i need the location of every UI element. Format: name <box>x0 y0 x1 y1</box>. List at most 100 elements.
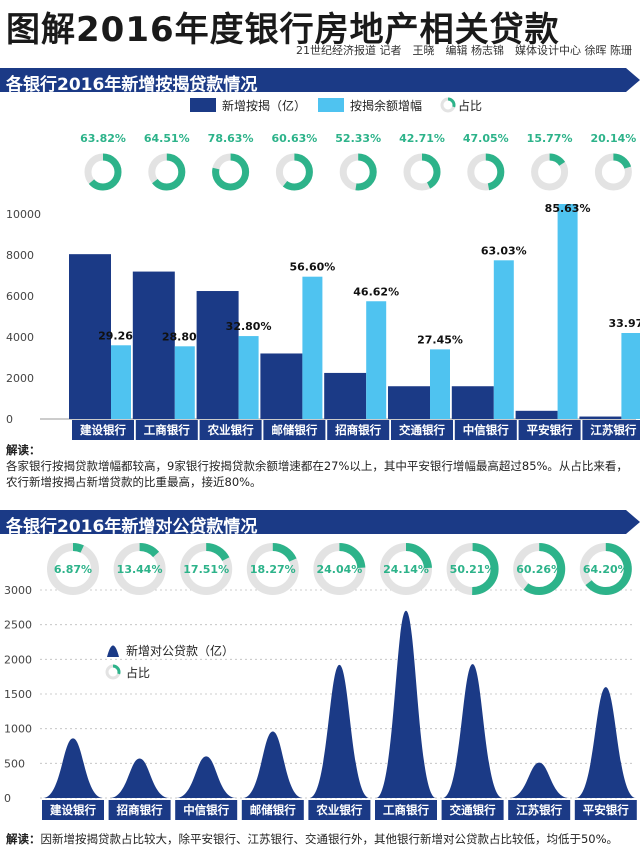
ratio-ring-arc <box>339 153 377 191</box>
y-tick-label: 1000 <box>4 723 32 736</box>
category-label: 招商银行 <box>117 803 163 817</box>
category-label: 建设银行 <box>50 803 96 817</box>
peak-corporate-loan <box>376 610 436 798</box>
y-tick-label: 2000 <box>4 653 32 666</box>
bar-new-mortgage <box>69 254 111 419</box>
ratio-ring-arc <box>148 153 186 191</box>
category-box <box>391 420 453 440</box>
y-tick-label: 2000 <box>6 372 34 385</box>
category-label: 江苏银行 <box>590 423 636 437</box>
ratio-label: 17.51% <box>183 563 229 576</box>
category-label: 招商银行 <box>335 423 381 437</box>
peak-corporate-loan <box>176 756 237 798</box>
peak-corporate-loan <box>509 762 570 798</box>
category-label: 工商银行 <box>144 423 190 437</box>
bar-mortgage-growth <box>557 204 578 419</box>
category-box <box>375 800 437 820</box>
ratio-label: 60.63% <box>271 132 317 145</box>
ratio-label: 24.14% <box>383 563 429 576</box>
bar-mortgage-growth <box>238 336 259 419</box>
section1-banner: 各银行2016年新增按揭贷款情况 <box>0 68 640 95</box>
ratio-ring-arc <box>513 543 566 595</box>
bar-mortgage-growth <box>111 345 131 419</box>
category-label: 邮储银行 <box>271 423 317 437</box>
bar-new-mortgage <box>579 416 622 419</box>
category-box <box>508 800 571 820</box>
category-label: 工商银行 <box>383 803 429 817</box>
category-box <box>574 800 637 820</box>
ratio-ring-arc <box>84 153 122 191</box>
ratio-label: 6.87% <box>54 563 92 576</box>
y-tick-label: 8000 <box>6 249 34 262</box>
section1-title: 各银行2016年新增按揭贷款情况 <box>6 75 258 95</box>
y-tick-label: 3000 <box>4 584 32 597</box>
y-tick-label: 10000 <box>6 208 41 221</box>
ratio-ring-arc <box>446 543 499 595</box>
ratio-label: 24.04% <box>316 563 362 576</box>
ratio-ring-arc <box>313 543 366 595</box>
y-tick-label: 6000 <box>6 290 34 303</box>
legend-label-new-mortgage: 新增按揭（亿） <box>222 98 306 113</box>
category-box <box>72 420 134 440</box>
bar-new-mortgage <box>196 291 239 419</box>
ratio-label: 42.71% <box>399 132 445 145</box>
section2-note: 解读：因新增按揭贷款占比较大，除平安银行、江苏银行、交通银行外，其他银行新增对公… <box>6 831 636 847</box>
peak-corporate-loan <box>242 731 303 798</box>
ratio-label: 50.21% <box>450 563 496 576</box>
ratio-ring-arc <box>275 153 313 191</box>
peak-corporate-loan <box>309 664 370 798</box>
bar-new-mortgage <box>132 271 175 419</box>
growth-label: 29.26% <box>98 329 144 342</box>
section2-banner: 各银行2016年新增对公贷款情况 <box>0 510 640 537</box>
category-box <box>518 420 581 440</box>
category-label: 邮储银行 <box>250 803 296 817</box>
y-tick-label: 4000 <box>6 331 34 344</box>
category-label: 平安银行 <box>527 423 573 437</box>
ratio-label: 63.82% <box>80 132 126 145</box>
ratio-label: 64.20% <box>583 563 629 576</box>
bar-mortgage-growth <box>621 333 640 419</box>
category-label: 建设银行 <box>80 423 126 437</box>
section2-note-text: 因新增按揭贷款占比较大，除平安银行、江苏银行、交通银行外，其他银行新增对公贷款占… <box>40 832 619 846</box>
growth-label: 63.03% <box>481 244 527 257</box>
category-label: 中信银行 <box>463 423 509 437</box>
ratio-ring-arc <box>403 153 441 191</box>
category-box <box>199 420 262 440</box>
category-box <box>241 800 304 820</box>
category-label: 交通银行 <box>399 423 445 437</box>
bar-mortgage-growth <box>366 301 387 419</box>
ratio-ring-arc <box>212 153 250 191</box>
category-label: 农业银行 <box>315 803 362 817</box>
ratio-ring-arc <box>380 543 432 595</box>
ratio-label: 60.26% <box>516 563 562 576</box>
y-tick-label: 0 <box>4 792 11 805</box>
peak-corporate-loan <box>109 758 170 798</box>
ratio-ring-arc <box>579 543 632 595</box>
legend-label-ratio: 占比 <box>458 98 482 113</box>
legend-label-mortgage-growth: 按揭余额增幅 <box>350 98 422 113</box>
section2-note-label: 解读： <box>6 832 41 846</box>
legend-swatch-new-mortgage <box>190 98 216 112</box>
ratio-ring-arc <box>531 153 569 191</box>
y-tick-label: 1500 <box>4 688 32 701</box>
growth-label: 33.97% <box>608 317 640 330</box>
category-box <box>42 800 104 820</box>
category-label: 中信银行 <box>183 803 229 817</box>
bar-new-mortgage <box>324 372 367 419</box>
ratio-ring-arc <box>594 153 632 191</box>
growth-label: 46.62% <box>353 285 399 298</box>
ratio-ring-arc <box>180 543 233 595</box>
bar-new-mortgage <box>451 386 494 419</box>
credits: 21世纪经济报道 记者 王晓 编辑 杨志锦 媒体设计中心 徐晖 陈珊 <box>296 44 632 57</box>
category-box <box>454 420 517 440</box>
growth-label: 56.60% <box>289 261 335 274</box>
bar-mortgage-growth <box>430 349 450 419</box>
legend-swatch-corporate-loan <box>107 645 119 657</box>
category-box <box>327 420 390 440</box>
ratio-label: 64.51% <box>144 132 190 145</box>
ratio-label: 52.33% <box>335 132 381 145</box>
ratio-label: 15.77% <box>527 132 573 145</box>
legend-label-corporate-loan: 新增对公贷款（亿） <box>126 643 234 658</box>
category-box <box>263 420 326 440</box>
category-label: 江苏银行 <box>516 803 562 817</box>
